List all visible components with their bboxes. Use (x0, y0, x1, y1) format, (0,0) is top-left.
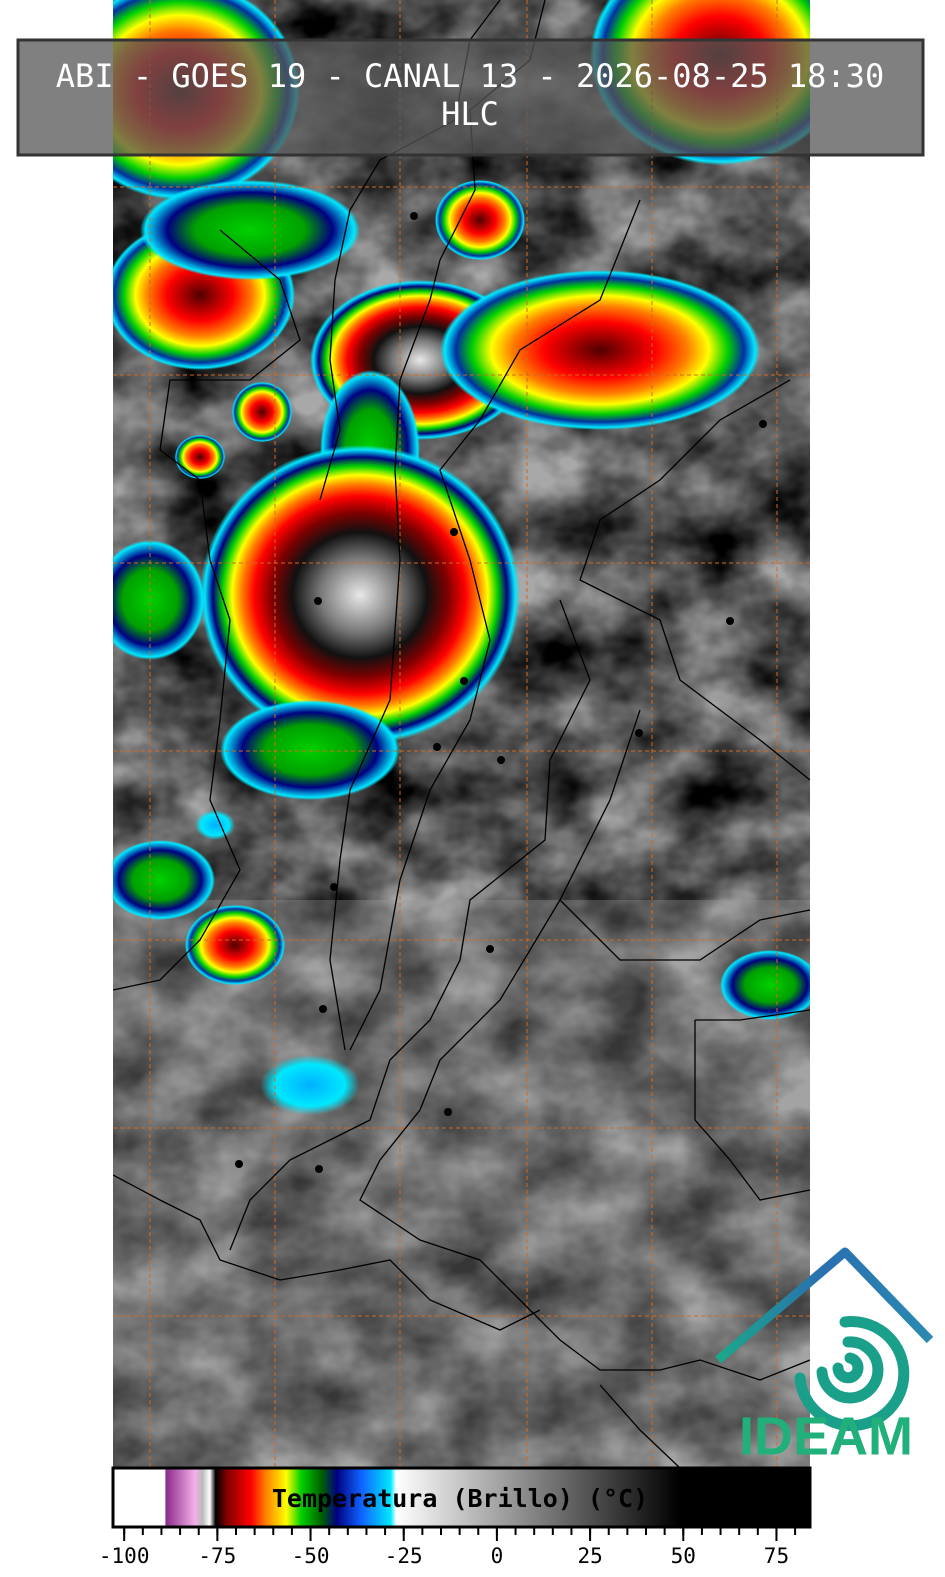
title-box: ABI - GOES 19 - CANAL 13 - 2026-08-25 18… (16, 38, 925, 157)
subtitle: HLC (441, 95, 499, 133)
tick-label: -50 (292, 1544, 330, 1568)
tick-label: -25 (385, 1544, 423, 1568)
tick-label: 50 (671, 1544, 696, 1568)
colorbar-fill (111, 1466, 812, 1529)
tick-label: 75 (764, 1544, 789, 1568)
title: ABI - GOES 19 - CANAL 13 - 2026-08-25 18… (56, 57, 884, 95)
tick-label: 0 (491, 1544, 504, 1568)
logo: IDEAM (715, 1247, 934, 1466)
logo-text: IDEAM (739, 1406, 913, 1466)
tick-label: -100 (99, 1544, 150, 1568)
tick-label: 25 (577, 1544, 602, 1568)
tick-label: -75 (198, 1544, 236, 1568)
colorbar-label: Temperatura (Brillo) (°C) (272, 1484, 648, 1513)
satellite-map (113, 0, 810, 1468)
borders (113, 0, 810, 1468)
city-markers (235, 212, 767, 1173)
cloud-tops (113, 0, 810, 1115)
colorbar: Temperatura (Brillo) (°C) -100 -75 -50 -25 0 2… (99, 1466, 812, 1568)
